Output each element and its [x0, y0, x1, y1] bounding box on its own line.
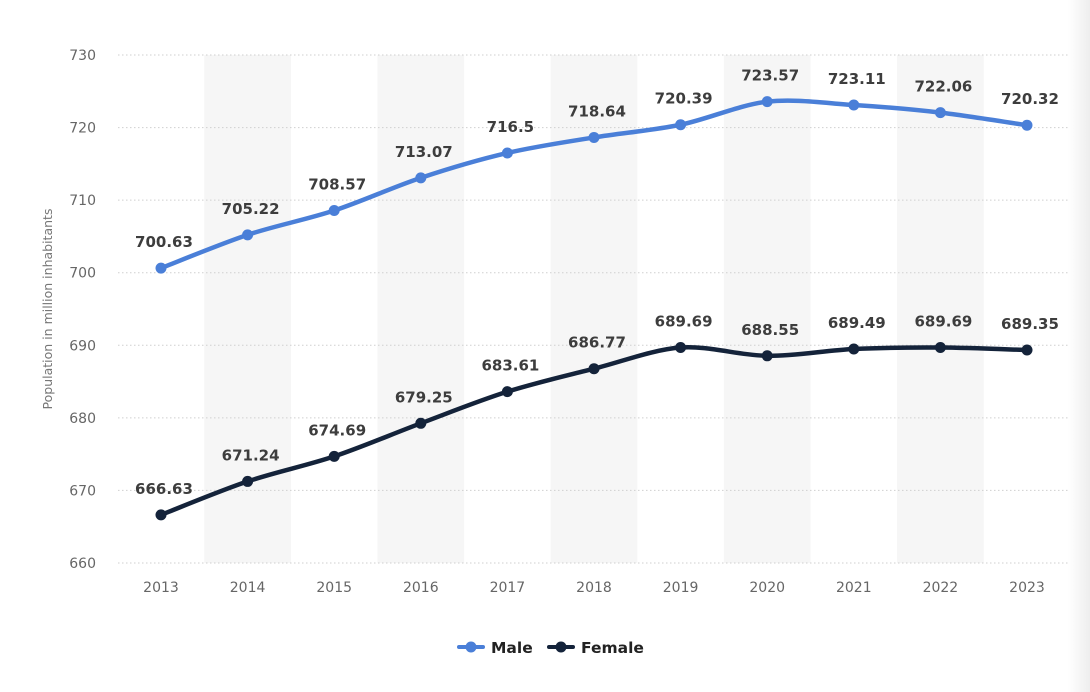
x-tick-label: 2016 [403, 580, 439, 596]
data-point-female [328, 450, 340, 462]
data-point-male [761, 96, 773, 108]
data-label-female: 688.55 [741, 321, 799, 339]
legend-item-male: Male [457, 639, 533, 657]
y-tick-label: 710 [69, 193, 96, 209]
data-label-female: 674.69 [308, 421, 366, 439]
legend-swatch-marker-female [555, 641, 567, 653]
x-tick-label: 2022 [923, 580, 959, 596]
data-point-male [588, 131, 600, 143]
data-point-female [242, 475, 254, 487]
data-label-male: 708.57 [308, 176, 366, 194]
data-label-female: 689.69 [655, 313, 713, 331]
data-labels: 700.63 705.22 708.57 713.07 716.5 718.64 720.3… [135, 67, 1059, 498]
data-point-male [675, 119, 687, 131]
y-axis-title: Population in million inhabitants [40, 209, 55, 410]
data-label-female: 689.49 [828, 314, 886, 332]
y-tick-label: 720 [69, 121, 96, 137]
data-point-female [501, 386, 513, 398]
data-point-male [501, 147, 513, 159]
y-tick-label: 700 [69, 266, 96, 282]
data-label-male: 723.11 [828, 70, 886, 88]
x-tick-label: 2015 [316, 580, 352, 596]
series-points [155, 96, 1033, 521]
data-label-male: 713.07 [395, 143, 453, 161]
data-label-male: 722.06 [914, 78, 972, 96]
data-label-male: 716.5 [487, 118, 534, 136]
data-label-male: 718.64 [568, 102, 626, 120]
data-label-male: 723.57 [741, 67, 799, 85]
data-point-male [242, 229, 254, 241]
data-point-male [1021, 119, 1033, 131]
legend-label-male: Male [491, 639, 533, 657]
legend: Male Female [457, 639, 644, 657]
y-tick-label: 660 [69, 556, 96, 572]
data-label-male: 705.22 [222, 200, 280, 218]
y-tick-label: 670 [69, 483, 96, 499]
y-tick-label: 680 [69, 411, 96, 427]
data-point-female [848, 343, 860, 355]
y-tick-label: 730 [69, 48, 96, 64]
band-2016 [377, 55, 465, 563]
data-label-female: 683.61 [481, 357, 539, 375]
data-label-female: 689.69 [914, 313, 972, 331]
data-label-female: 689.35 [1001, 315, 1059, 333]
band-2020 [723, 55, 811, 563]
y-tick-label: 690 [69, 338, 96, 354]
data-point-female [675, 342, 687, 354]
data-point-female [155, 509, 167, 521]
data-point-male [328, 205, 340, 217]
data-point-male [848, 99, 860, 111]
x-tick-label: 2014 [230, 580, 266, 596]
x-tick-label: 2017 [490, 580, 526, 596]
x-tick-label: 2023 [1009, 580, 1045, 596]
data-label-female: 679.25 [395, 388, 453, 406]
data-label-male: 700.63 [135, 233, 193, 251]
alternating-bands [204, 55, 984, 563]
legend-swatch-marker-male [465, 641, 477, 653]
data-label-female: 671.24 [222, 446, 280, 464]
x-tick-label: 2019 [663, 580, 699, 596]
y-axis-tick-labels: 660 670 680 690 700 710 720 730 [69, 48, 96, 572]
data-point-female [1021, 344, 1033, 356]
data-point-female [934, 342, 946, 354]
x-tick-label: 2020 [749, 580, 785, 596]
legend-label-female: Female [581, 639, 644, 657]
data-label-female: 686.77 [568, 334, 626, 352]
band-2022 [897, 55, 984, 563]
x-tick-label: 2013 [143, 580, 179, 596]
data-point-female [588, 363, 600, 375]
data-point-female [415, 417, 427, 429]
x-axis-tick-labels: 2013 2014 2015 2016 2017 2018 2019 2020 2021 2022… [143, 580, 1045, 596]
data-label-female: 666.63 [135, 480, 193, 498]
legend-item-female: Female [547, 639, 644, 657]
data-point-female [761, 350, 773, 362]
x-tick-label: 2018 [576, 580, 612, 596]
data-label-male: 720.39 [655, 90, 713, 108]
scroll-edge-shadow [1068, 0, 1090, 692]
x-tick-label: 2021 [836, 580, 872, 596]
gridlines [118, 54, 1070, 564]
data-point-male [934, 107, 946, 119]
data-point-male [415, 172, 427, 184]
data-label-male: 720.32 [1001, 90, 1059, 108]
data-point-male [155, 262, 167, 274]
